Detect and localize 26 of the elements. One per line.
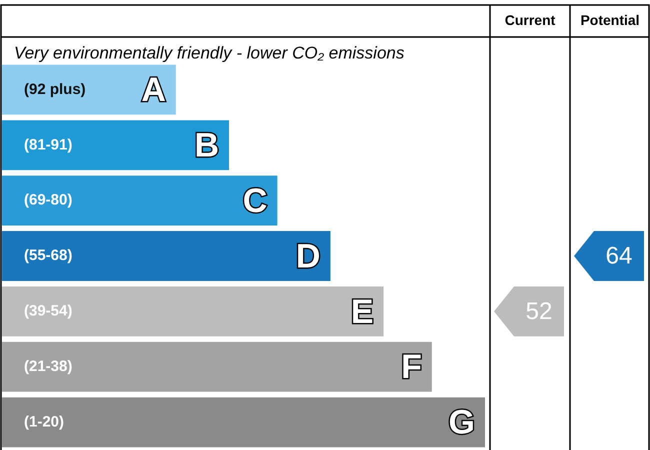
- bar: [2, 342, 432, 392]
- text: 52: [526, 298, 552, 326]
- y-tick-label: F: [401, 348, 422, 386]
- bar: [2, 176, 278, 226]
- annotation: (81-91): [24, 136, 72, 154]
- annotation: (21-38): [24, 358, 72, 375]
- bar: [2, 397, 485, 448]
- annotation: (39-54): [24, 302, 72, 320]
- y-tick-label: E: [350, 292, 374, 331]
- annotation: (92 plus): [24, 80, 86, 98]
- y-tick-label: B: [194, 126, 220, 165]
- y-tick-label: D: [296, 237, 320, 276]
- bar: [2, 231, 330, 281]
- text: Current: [504, 12, 556, 28]
- y-tick-label: C: [242, 182, 268, 220]
- chart-title: Very environmentally friendly - lower CO₂ emissions: [14, 44, 405, 63]
- y-tick-label: A: [141, 71, 166, 110]
- text: 64: [606, 242, 632, 270]
- annotation: (1-20): [24, 413, 64, 430]
- bar: [2, 120, 230, 170]
- annotation: (55-68): [24, 247, 72, 264]
- bar: [2, 64, 176, 115]
- annotation: (69-80): [24, 192, 72, 209]
- bar: [2, 286, 384, 336]
- text: Potential: [580, 12, 640, 28]
- y-tick-label: G: [448, 404, 475, 442]
